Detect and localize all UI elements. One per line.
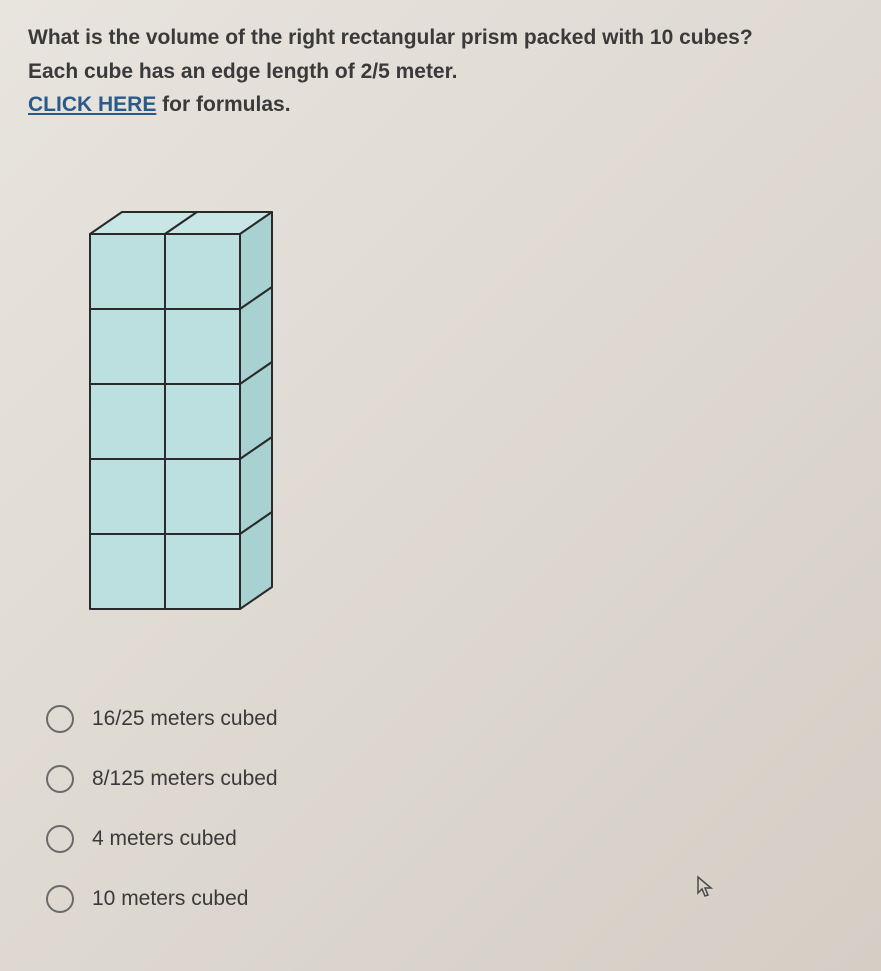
- radio-icon[interactable]: [46, 705, 74, 733]
- after-link-text: for formulas.: [156, 93, 290, 116]
- prism-svg: [80, 207, 300, 637]
- answer-label: 10 meters cubed: [92, 887, 248, 911]
- question-line-2: Each cube has an edge length of 2/5 mete…: [28, 56, 853, 88]
- answer-option-4[interactable]: 10 meters cubed: [46, 885, 853, 913]
- answer-option-1[interactable]: 16/25 meters cubed: [46, 705, 853, 733]
- cursor-icon: [696, 875, 716, 899]
- answer-option-2[interactable]: 8/125 meters cubed: [46, 765, 853, 793]
- answer-label: 4 meters cubed: [92, 827, 237, 851]
- radio-icon[interactable]: [46, 825, 74, 853]
- answer-label: 16/25 meters cubed: [92, 707, 278, 731]
- answer-label: 8/125 meters cubed: [92, 767, 278, 791]
- answer-option-3[interactable]: 4 meters cubed: [46, 825, 853, 853]
- question-line-1: What is the volume of the right rectangu…: [28, 22, 853, 54]
- formulas-link[interactable]: CLICK HERE: [28, 93, 156, 116]
- prism-figure: [80, 207, 300, 637]
- question-block: What is the volume of the right rectangu…: [28, 22, 853, 121]
- question-line-3: CLICK HERE for formulas.: [28, 89, 853, 121]
- radio-icon[interactable]: [46, 765, 74, 793]
- radio-icon[interactable]: [46, 885, 74, 913]
- answer-options-group: 16/25 meters cubed 8/125 meters cubed 4 …: [46, 705, 853, 913]
